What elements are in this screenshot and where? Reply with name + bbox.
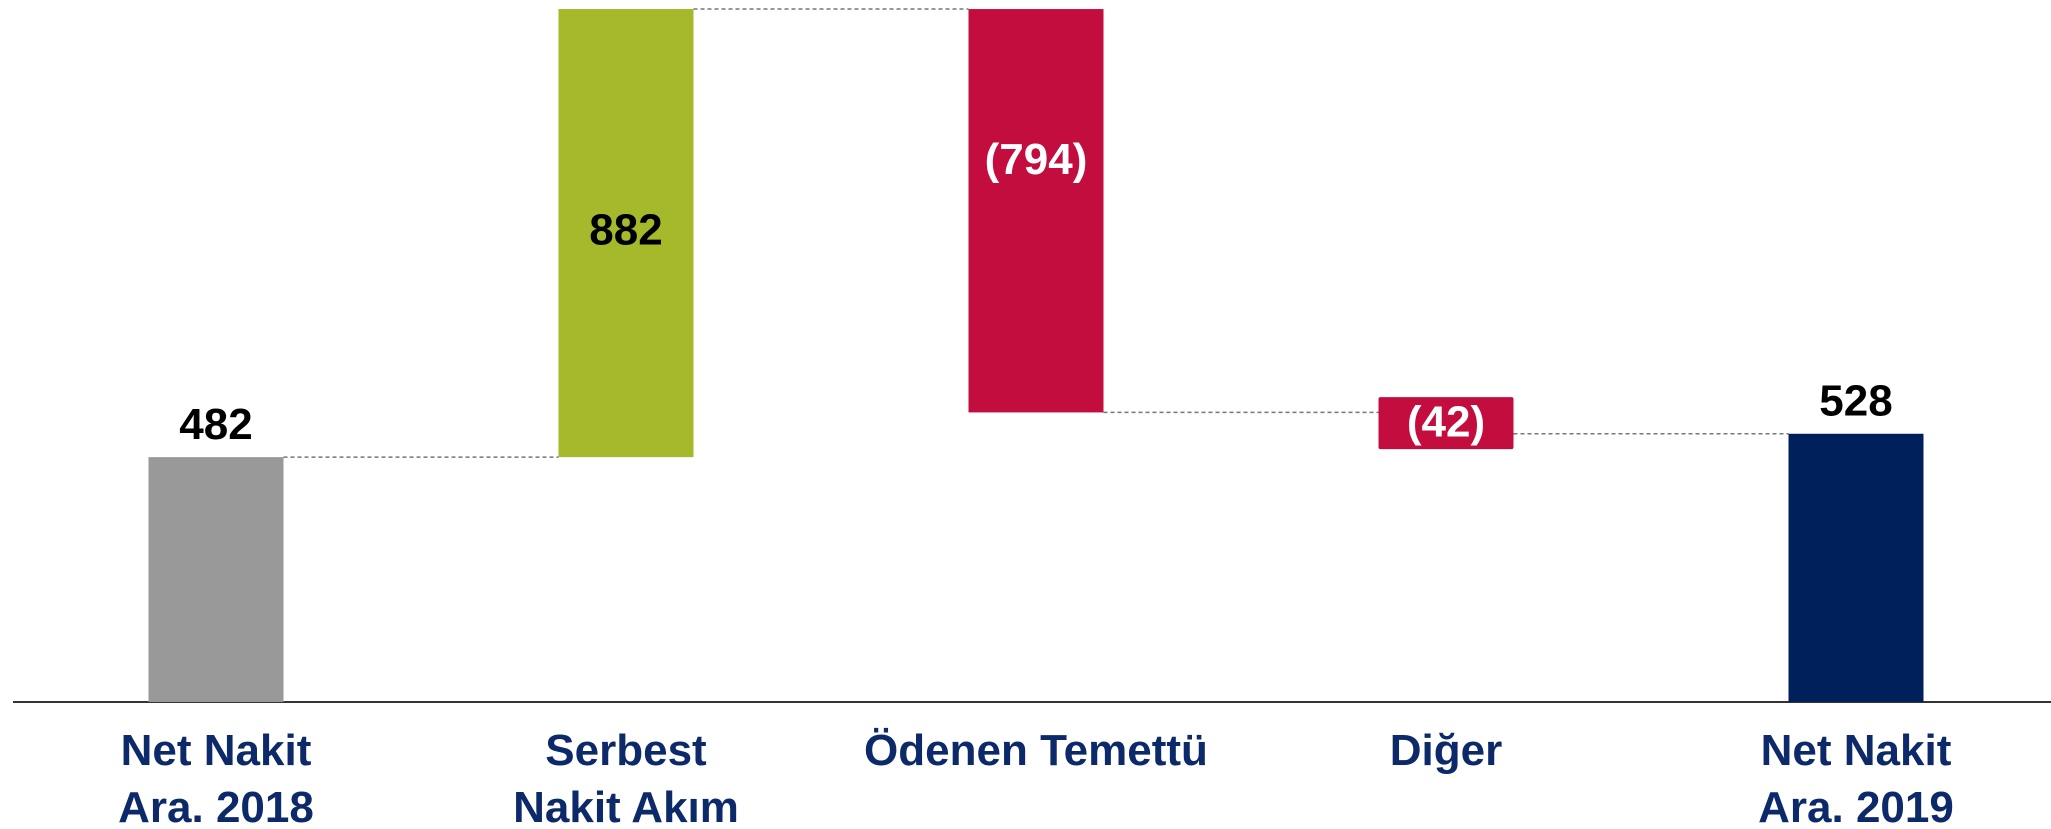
x-tick-label: Net Nakit Ara. 2019	[1758, 726, 1954, 829]
x-tick-label: Net Nakit Ara. 2018	[118, 726, 314, 829]
value-label: (794)	[985, 135, 1088, 184]
value-label: (42)	[1407, 398, 1485, 447]
bar	[1788, 433, 1924, 702]
x-tick-label: Serbest Nakit Akım	[513, 726, 739, 829]
x-tick-label: Ödenen Temettü	[864, 726, 1208, 775]
bar	[968, 9, 1104, 413]
x-tick-label: Diğer	[1389, 726, 1503, 775]
label-box	[1378, 397, 1514, 450]
value-label: 528	[1819, 376, 1892, 425]
value-label: 482	[179, 400, 252, 449]
bar	[148, 457, 284, 702]
bar	[558, 9, 694, 458]
value-label: 882	[589, 206, 662, 255]
